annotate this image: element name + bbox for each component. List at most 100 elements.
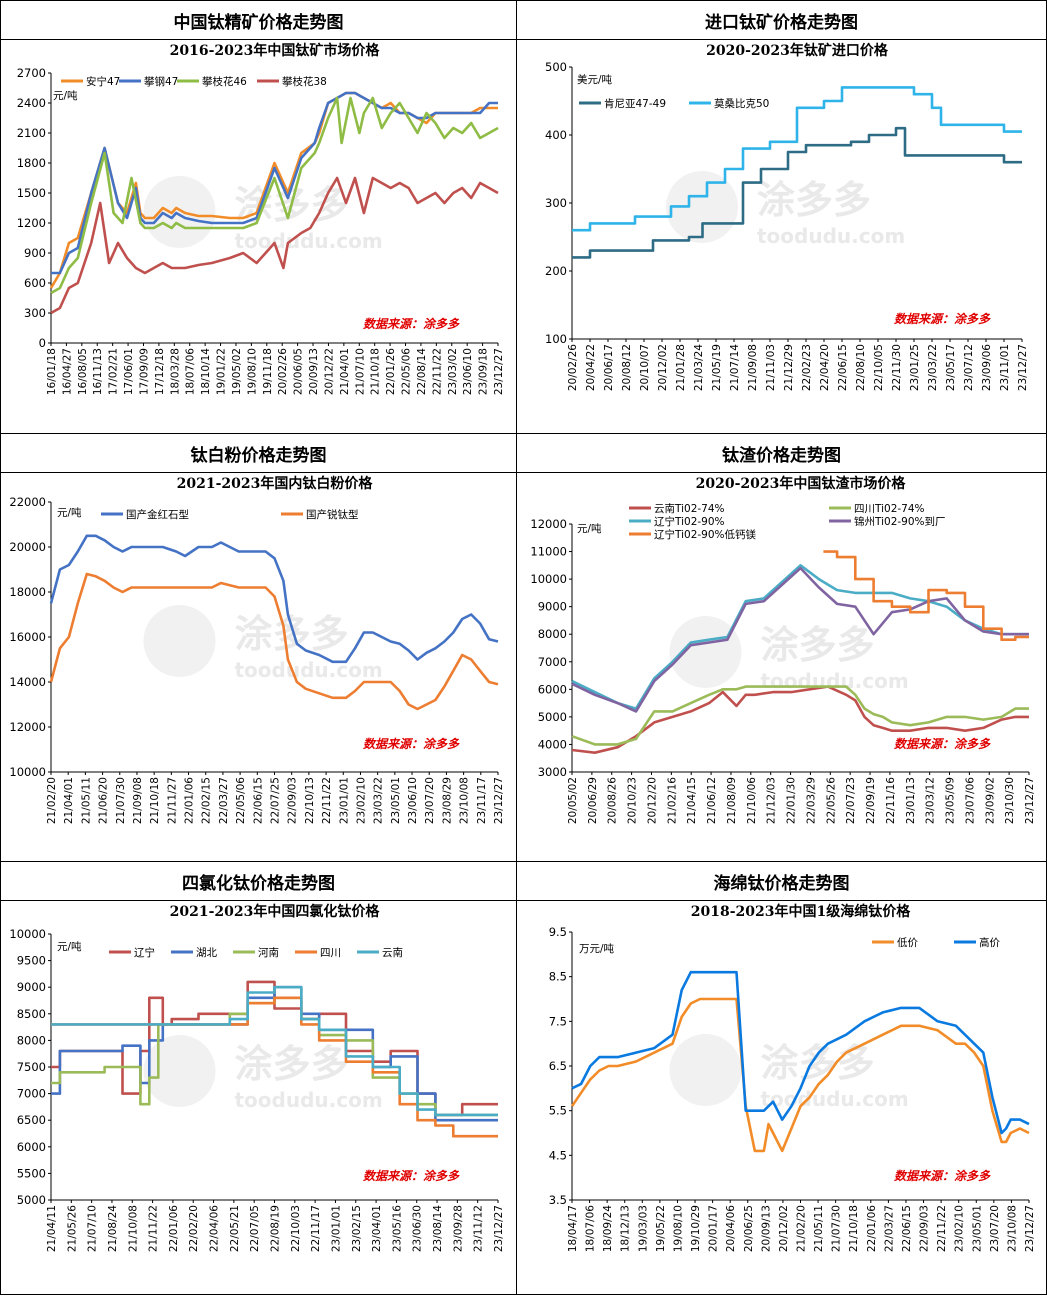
x-tick-label: 23/07/20 xyxy=(989,1205,1001,1252)
x-tick-label: 22/10/05 xyxy=(873,344,885,391)
y-tick-label: 10000 xyxy=(9,765,46,779)
x-tick-label: 22/02/20 xyxy=(188,1205,200,1252)
x-tick-label: 23/12/27 xyxy=(493,777,505,824)
y-tick-label: 3000 xyxy=(538,765,567,779)
x-tick-label: 22/05/21 xyxy=(229,1205,241,1252)
x-tick-label: 21/06/20 xyxy=(98,777,110,824)
x-tick-label: 19/10/29 xyxy=(690,1205,702,1252)
y-tick-label: 18000 xyxy=(9,585,46,599)
x-tick-label: 22/08/10 xyxy=(855,344,867,391)
x-tick-label: 22/11/30 xyxy=(891,344,903,391)
unit-label: 美元/吨 xyxy=(577,73,613,86)
x-tick-label: 21/10/18 xyxy=(370,348,382,395)
x-tick-label: 21/05/11 xyxy=(80,777,92,824)
x-tick-label: 22/01/06 xyxy=(168,1205,180,1252)
x-tick-label: 23/10/08 xyxy=(1006,1205,1018,1252)
x-tick-label: 23/03/02 xyxy=(447,348,459,395)
x-tick-label: 22/04/06 xyxy=(209,1205,221,1252)
x-tick-label: 22/11/22 xyxy=(431,348,443,395)
x-tick-label: 23/05/16 xyxy=(391,1205,403,1252)
watermark-url: toodudu.com xyxy=(757,224,905,248)
y-tick-label: 7.5 xyxy=(549,1014,567,1028)
x-tick-label: 21/10/08 xyxy=(127,1205,139,1252)
y-tick-label: 12000 xyxy=(530,517,567,531)
x-tick-label: 16/11/13 xyxy=(92,348,104,395)
x-tick-label: 22/06/15 xyxy=(837,344,849,391)
y-tick-label: 6000 xyxy=(538,682,567,696)
x-tick-label: 22/11/22 xyxy=(936,1205,948,1252)
x-tick-label: 21/11/27 xyxy=(166,777,178,824)
unit-label: 万元/吨 xyxy=(579,942,615,955)
x-tick-label: 23/12/27 xyxy=(1017,344,1029,391)
series-line xyxy=(571,685,1029,755)
x-tick-label: 20/06/05 xyxy=(293,348,305,395)
series-line xyxy=(571,685,1029,746)
x-tick-label: 22/02/15 xyxy=(201,777,213,824)
x-tick-label: 20/12/20 xyxy=(646,777,658,824)
x-tick-label: 23/10/30 xyxy=(1004,777,1016,824)
y-tick-label: 900 xyxy=(24,246,46,260)
x-tick-label: 19/01/22 xyxy=(216,348,228,395)
x-tick-label: 23/05/01 xyxy=(390,777,402,824)
x-tick-label: 18/04/17 xyxy=(567,1205,579,1252)
y-tick-label: 2100 xyxy=(17,126,46,140)
series-line xyxy=(50,96,499,295)
chart-title: 2018-2023年中国1级海绵钛价格 xyxy=(691,903,911,920)
x-tick-label: 20/12/22 xyxy=(323,348,335,395)
x-tick-label: 22/06/15 xyxy=(901,1205,913,1252)
x-tick-label: 23/01/13 xyxy=(905,777,917,824)
series-line xyxy=(572,126,1022,259)
x-tick-label: 21/10/18 xyxy=(149,777,161,824)
y-tick-label: 100 xyxy=(545,332,567,346)
source-note: 数据来源：涂多多 xyxy=(363,317,460,331)
legend-label: 四川 xyxy=(320,947,341,959)
chart-titanium-concentrate: 涂多多toodudu.com2016-2023年中国钛矿市场价格03006009… xyxy=(17,42,505,395)
watermark-logo xyxy=(669,1034,742,1106)
y-tick-label: 0 xyxy=(39,336,46,350)
x-tick-label: 17/06/01 xyxy=(123,348,135,395)
x-tick-label: 23/07/12 xyxy=(963,344,975,391)
x-tick-label: 22/11/17 xyxy=(310,1205,322,1252)
y-tick-label: 14000 xyxy=(9,675,46,689)
y-tick-label: 6.5 xyxy=(549,1059,567,1073)
panel-titanium-tetrachloride: 四氯化钛价格走势图 涂多多 toodudu.com 2021-2023年中国四氯化钛… xyxy=(0,861,517,1295)
x-tick-label: 23/05/01 xyxy=(971,1205,983,1252)
y-tick-label: 300 xyxy=(545,196,567,210)
legend-label: 攀钢47 xyxy=(144,75,178,88)
watermark-url: toodudu.com xyxy=(761,1087,909,1111)
x-tick-label: 19/05/22 xyxy=(655,1205,667,1252)
y-tick-label: 9000 xyxy=(17,980,46,994)
panel-header: 四氯化钛价格走势图 xyxy=(1,862,516,901)
y-tick-label: 2700 xyxy=(17,66,46,80)
legend-label: 肯尼亚47-49 xyxy=(604,97,666,110)
legend-label: 辽宁 xyxy=(134,946,155,959)
watermark-url: toodudu.com xyxy=(235,1088,383,1112)
legend-label: 湖北 xyxy=(196,947,217,959)
x-tick-label: 22/02/23 xyxy=(801,344,813,391)
x-tick-label: 22/03/27 xyxy=(218,777,230,824)
legend-label: 锦州Ti02-90%到厂 xyxy=(854,515,946,528)
x-tick-label: 23/06/10 xyxy=(407,777,419,824)
y-tick-label: 5000 xyxy=(538,710,567,724)
x-tick-label: 21/02/20 xyxy=(46,777,58,824)
x-tick-label: 21/11/03 xyxy=(765,344,777,391)
x-tick-label: 16/08/05 xyxy=(77,348,89,395)
x-tick-label: 22/01/30 xyxy=(786,777,798,824)
y-tick-label: 16000 xyxy=(9,630,46,644)
x-tick-label: 23/06/30 xyxy=(412,1205,424,1252)
series-line xyxy=(570,997,1030,1153)
x-tick-label: 19/03/03 xyxy=(637,1205,649,1252)
x-tick-label: 21/07/10 xyxy=(354,348,366,395)
series-line xyxy=(572,86,1022,232)
legend-label: 国产锐钛型 xyxy=(306,508,359,521)
panel-titanium-dioxide: 钛白粉价格走势图 涂多多 toodudu.com 2021-2023年国内钛白粉价格… xyxy=(0,433,517,862)
x-tick-label: 23/09/28 xyxy=(452,1205,464,1252)
x-tick-label: 19/08/10 xyxy=(246,348,258,395)
x-tick-label: 20/05/02 xyxy=(567,777,579,824)
x-tick-label: 20/01/17 xyxy=(708,1205,720,1252)
panel-titanium-slag: 钛渣价格走势图 涂多多 toodudu.com 2020-2023年中国钛渣市场价格… xyxy=(516,433,1047,862)
y-tick-label: 7000 xyxy=(17,1087,46,1101)
y-tick-label: 11000 xyxy=(530,545,567,559)
x-tick-label: 22/10/03 xyxy=(290,1205,302,1252)
x-tick-label: 21/05/26 xyxy=(66,1205,78,1252)
